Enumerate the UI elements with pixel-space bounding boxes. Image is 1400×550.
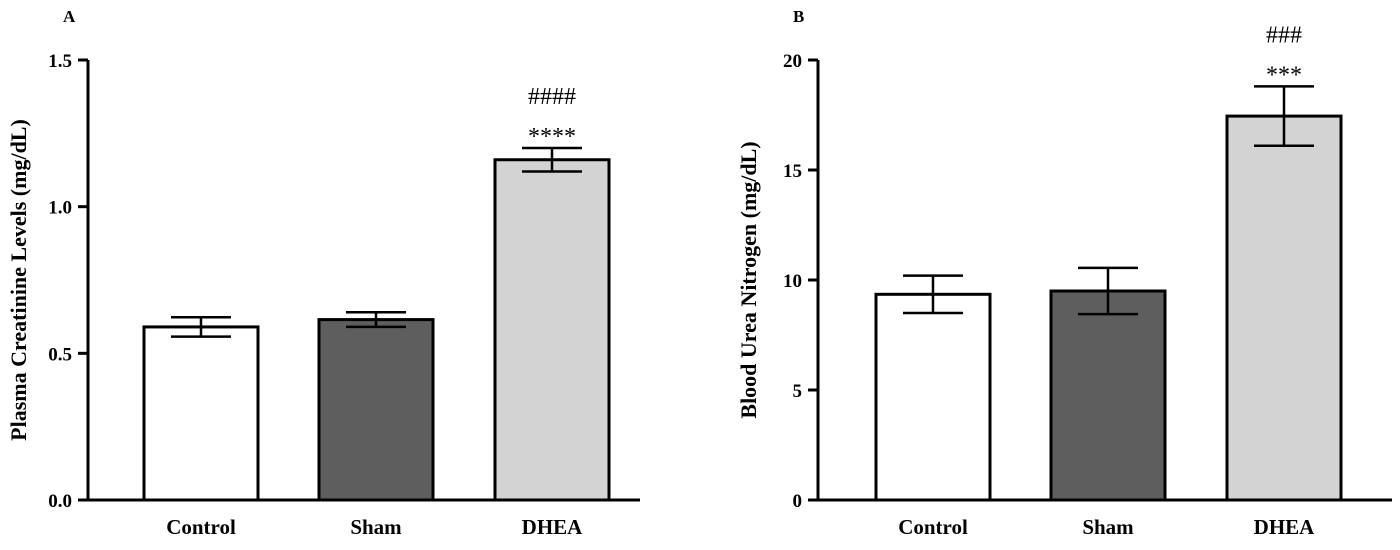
panel-a-significance-stars: **** [528,124,576,150]
panel-b-x-axis: Control Sham DHEA [816,498,1392,539]
panel-b-bar-control [874,292,992,502]
panel-b-significance-stars: *** [1266,62,1302,88]
panel-a-bar-control [142,325,260,502]
panel-b-significance-hashes: ### [1266,22,1302,48]
panel-a-annotations: **** #### [528,84,576,150]
panel-b-bar-sham [1049,289,1167,502]
panel-a-y-tick-label: 1.0 [48,198,72,219]
panel-a-x-axis: Control Sham DHEA [86,498,640,539]
panel-a-y-tick-label: 0.0 [48,491,72,512]
panel-b-errorbar-control [903,274,963,315]
panel-b-y-tick-label: 5 [793,381,803,402]
panel-b-bars [874,114,1343,502]
panel-b-x-tick-label: Sham [1082,515,1134,539]
panel-a-letter: A [63,7,76,26]
panel-b-annotations: *** ### [1266,22,1302,88]
panel-a-significance-hashes: #### [528,84,576,110]
panel-a-errorbar-sham [346,311,406,329]
panel-a-y-axis: 0.0 0.5 1.0 1.5 [48,51,90,512]
panel-b-y-axis: 0 5 10 15 20 [783,51,820,512]
panel-a-errorbars [171,146,582,338]
panel-b-y-tick-label: 20 [783,51,802,72]
panel-a-errorbar-dhea [522,146,582,173]
panel-a-bar-dhea [493,158,611,502]
panel-b-errorbars [903,85,1314,316]
panel-b-y-tick-label: 10 [783,271,802,292]
panel-b-errorbar-sham [1078,266,1138,316]
panel-a-y-tick-label: 1.5 [48,51,72,72]
panel-a-errorbar-control [171,316,231,338]
panel-b-bar-dhea [1225,114,1343,502]
panel-a-y-axis-title: Plasma Creatinine Levels (mg/dL) [6,119,31,441]
panel-b-x-tick-label: Control [898,515,968,539]
panel-b-y-axis-title: Blood Urea Nitrogen (mg/dL) [736,141,761,418]
panel-a: A Plasma Creatinine Levels (mg/dL) **** #… [6,7,640,539]
panel-a-y-tick-label: 0.5 [48,344,72,365]
panel-a-x-tick-label: Sham [350,515,402,539]
panel-b-errorbar-dhea [1254,85,1314,148]
panel-a-x-tick-label: DHEA [522,515,584,539]
panel-b-x-tick-label: DHEA [1254,515,1316,539]
panel-b-letter: B [793,7,804,26]
panel-b-y-tick-label: 0 [793,491,803,512]
panel-b: B Blood Urea Nitrogen (mg/dL) *** ### 0 5 1… [736,7,1392,539]
panel-a-bars [142,158,611,502]
panel-a-bar-sham [317,318,435,502]
panel-a-x-tick-label: Control [166,515,236,539]
panel-b-y-tick-label: 15 [783,161,802,182]
